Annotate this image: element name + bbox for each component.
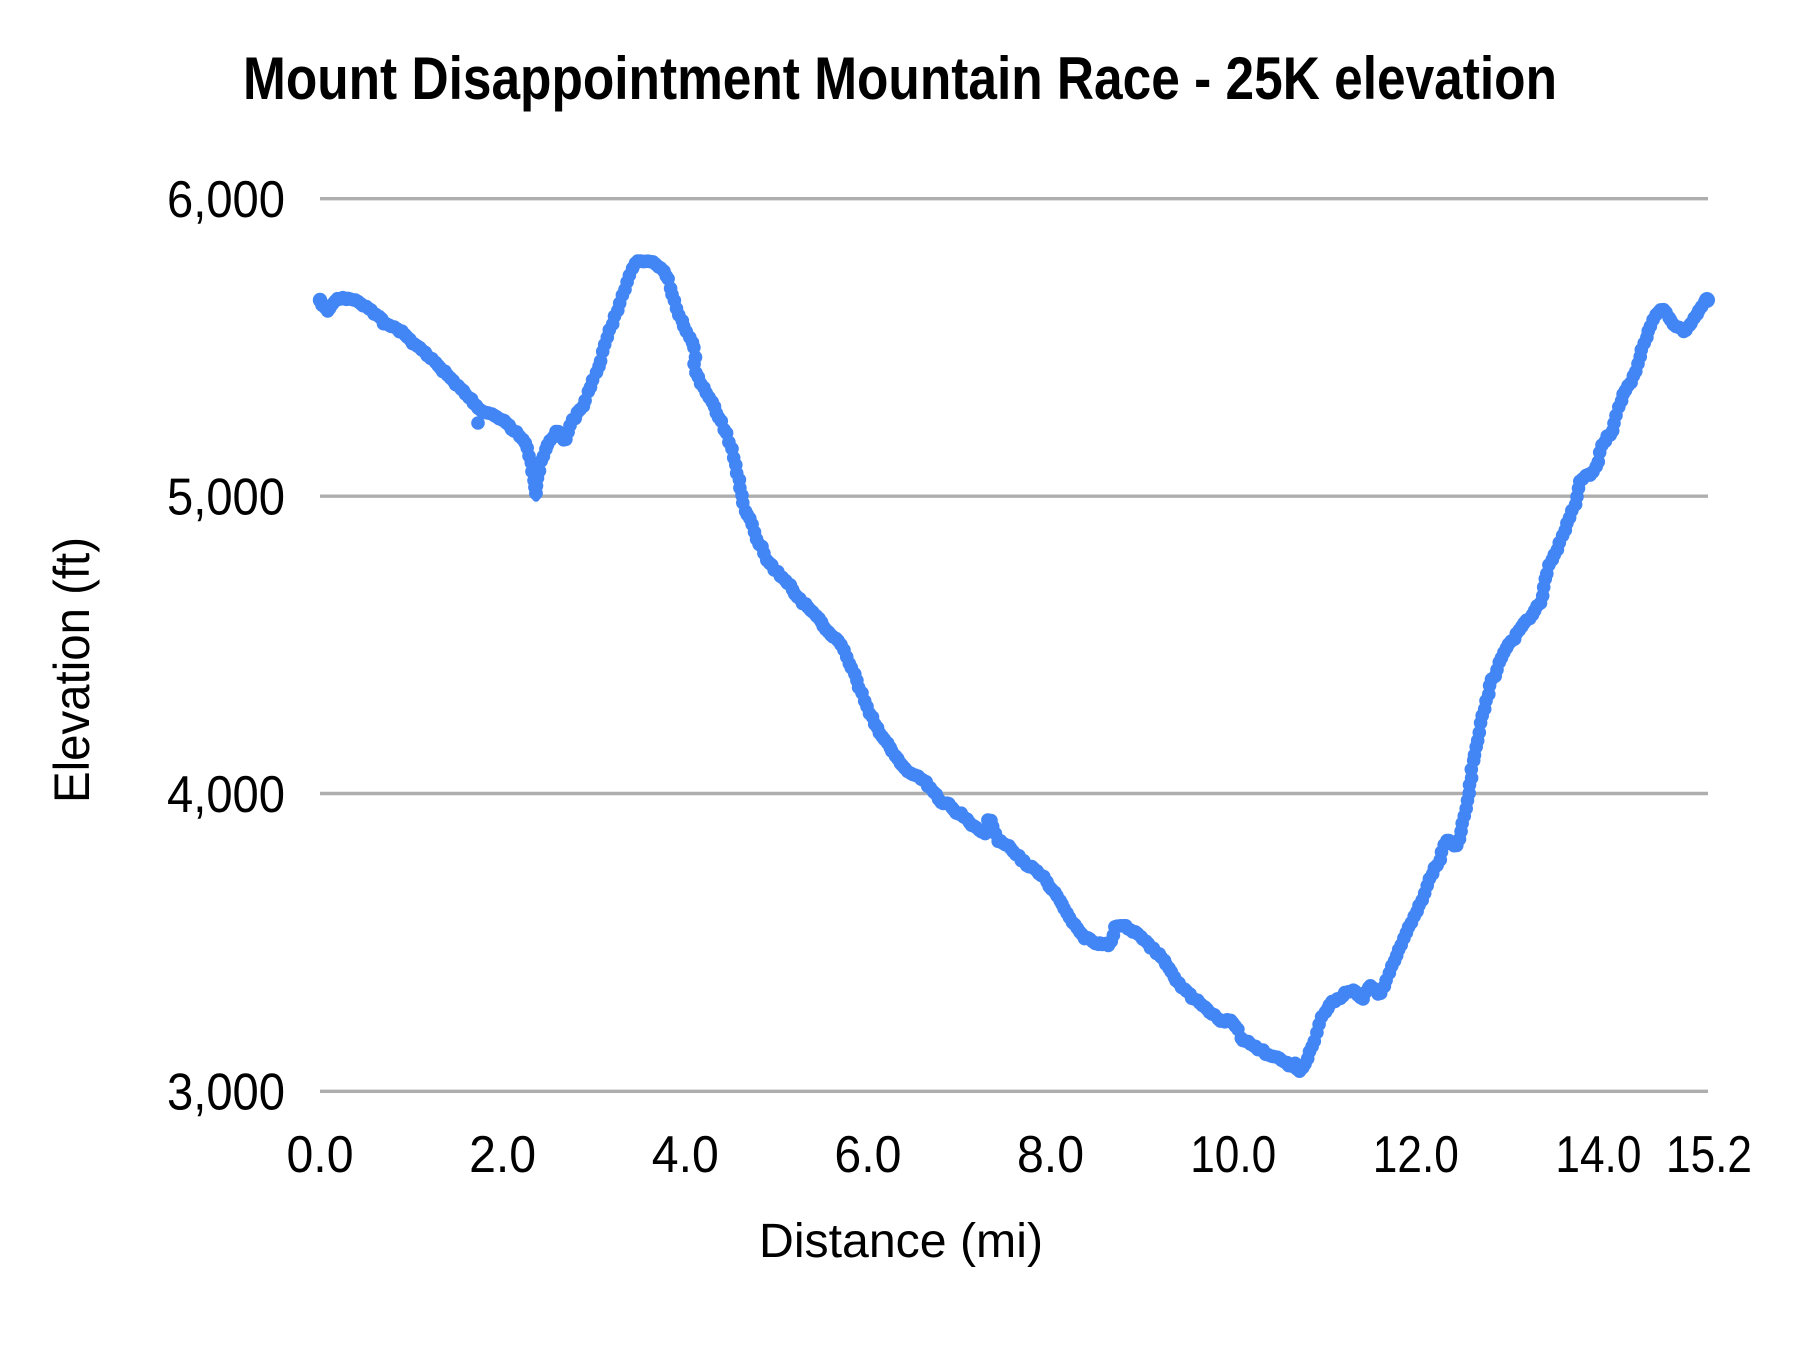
svg-text:15.2: 15.2 — [1666, 1125, 1752, 1183]
svg-text:3,000: 3,000 — [167, 1063, 285, 1121]
svg-text:2.0: 2.0 — [469, 1125, 536, 1183]
svg-text:4,000: 4,000 — [167, 765, 285, 823]
svg-text:Mount Disappointment Mountain: Mount Disappointment Mountain Race - 25K… — [243, 45, 1557, 112]
svg-text:5,000: 5,000 — [167, 468, 285, 526]
svg-text:4.0: 4.0 — [652, 1125, 719, 1183]
svg-text:14.0: 14.0 — [1555, 1125, 1641, 1183]
svg-text:6.0: 6.0 — [834, 1125, 901, 1183]
svg-text:Elevation (ft): Elevation (ft) — [44, 537, 100, 803]
svg-text:Distance (mi): Distance (mi) — [759, 1215, 1043, 1268]
svg-text:6,000: 6,000 — [167, 170, 285, 228]
svg-text:10.0: 10.0 — [1190, 1125, 1276, 1183]
svg-text:8.0: 8.0 — [1017, 1125, 1084, 1183]
svg-text:0.0: 0.0 — [287, 1125, 354, 1183]
svg-text:12.0: 12.0 — [1373, 1125, 1459, 1183]
